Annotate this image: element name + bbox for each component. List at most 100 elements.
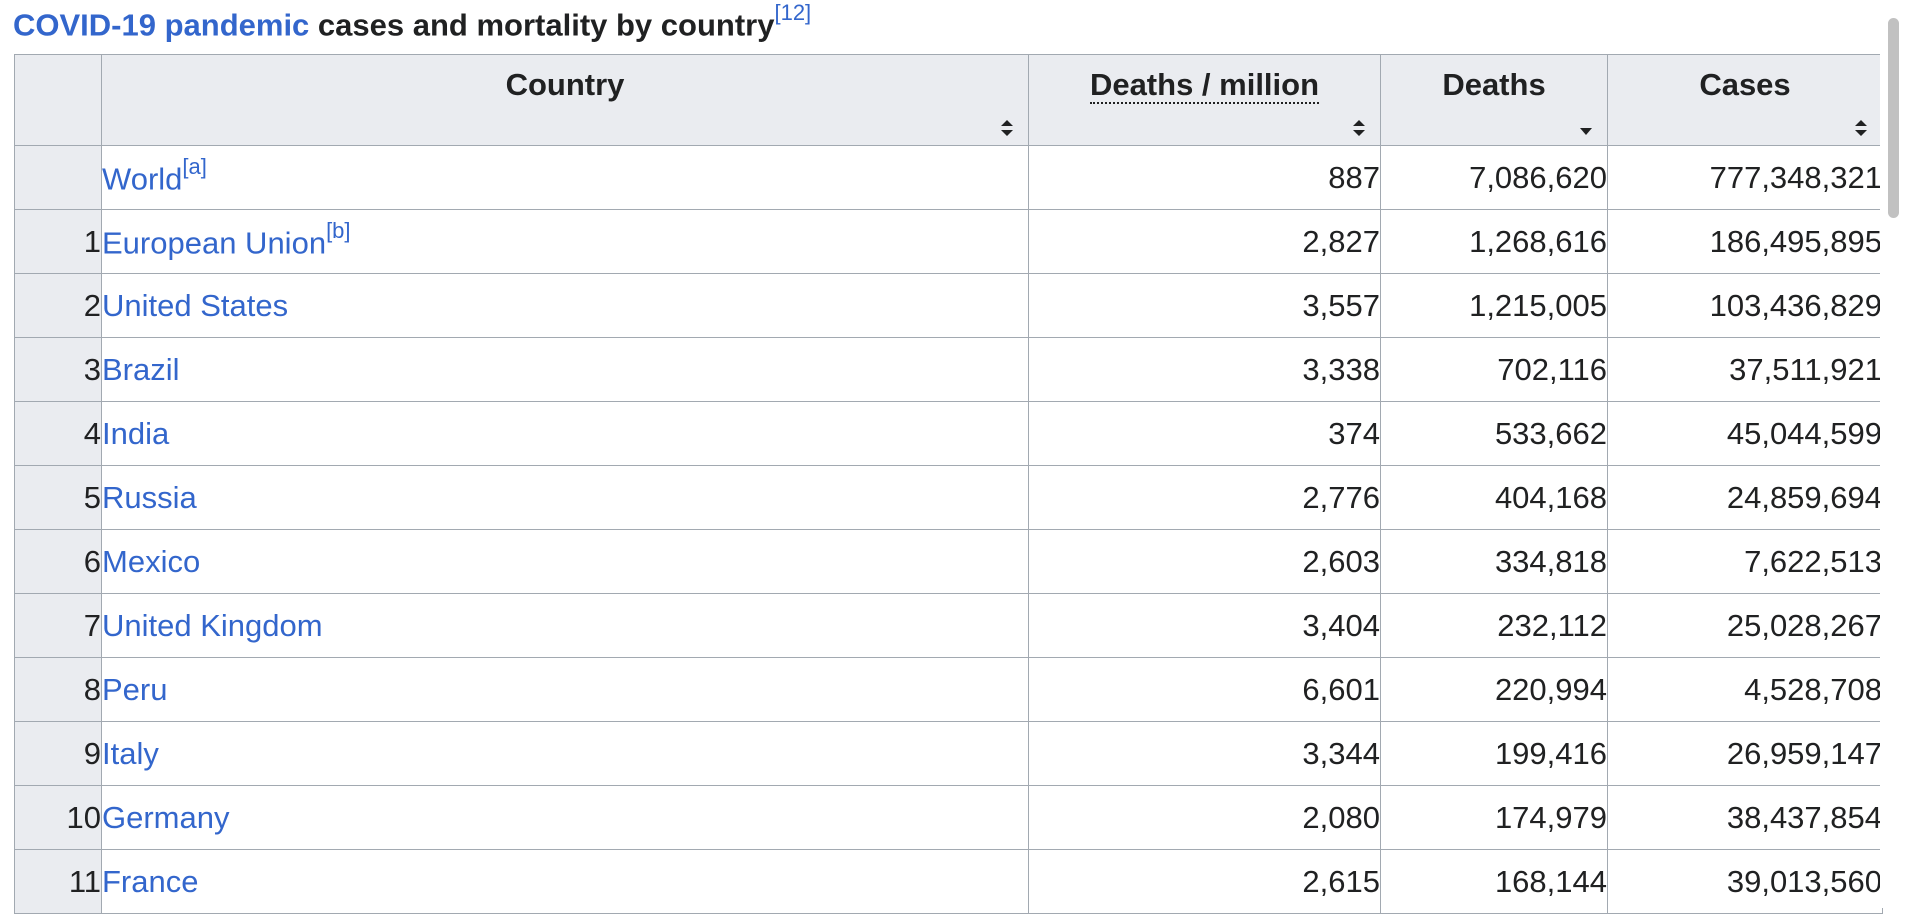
table-row: 8 Peru 6,601 220,994 4,528,708 [14, 657, 1883, 722]
deaths-per-million-cell: 3,338 [1028, 337, 1381, 402]
cases-cell: 24,859,694 [1607, 465, 1883, 530]
cases-cell: 7,622,513 [1607, 529, 1883, 594]
table-row: 2 United States 3,557 1,215,005 103,436,829 [14, 273, 1883, 338]
deaths-per-million-cell: 2,615 [1028, 849, 1381, 914]
table-row: 9 Italy 3,344 199,416 26,959,147 [14, 721, 1883, 786]
country-cell: European Union[b] [101, 209, 1029, 274]
footnote-link[interactable]: [b] [326, 217, 351, 243]
table-row: 7 United Kingdom 3,404 232,112 25,028,267 [14, 593, 1883, 658]
deaths-per-million-cell: 2,776 [1028, 465, 1381, 530]
country-header-label: Country [505, 67, 625, 102]
covid-table: Country Deaths / million Deaths Cases [14, 54, 1883, 914]
deaths-per-million-cell: 2,603 [1028, 529, 1381, 594]
cases-cell: 186,495,895 [1607, 209, 1883, 274]
rank-cell: 11 [14, 849, 102, 914]
cases-cell: 103,436,829 [1607, 273, 1883, 338]
country-cell: Germany [101, 785, 1029, 850]
footnote-link[interactable]: [a] [182, 153, 207, 179]
caption-link[interactable]: COVID-19 pandemic [13, 7, 310, 43]
table-body: World[a] 887 7,086,620 777,348,321 1 European… [14, 145, 1883, 914]
deaths-per-million-cell: 3,557 [1028, 273, 1381, 338]
deaths-cell: 1,268,616 [1380, 209, 1608, 274]
deaths-cell: 404,168 [1380, 465, 1608, 530]
rank-cell: 10 [14, 785, 102, 850]
country-link[interactable]: United States [102, 287, 289, 323]
table-row: 6 Mexico 2,603 334,818 7,622,513 [14, 529, 1883, 594]
deaths-per-million-header[interactable]: Deaths / million [1028, 54, 1381, 146]
sort-desc-icon[interactable] [1579, 119, 1593, 137]
cases-cell: 38,437,854 [1607, 785, 1883, 850]
table-caption: COVID-19 pandemic cases and mortality by… [13, 0, 811, 43]
deaths-per-million-cell: 2,827 [1028, 209, 1381, 274]
country-cell: Italy [101, 721, 1029, 786]
rank-cell: 1 [14, 209, 102, 274]
deaths-header[interactable]: Deaths [1380, 54, 1608, 146]
deaths-cell: 199,416 [1380, 721, 1608, 786]
cases-cell: 4,528,708 [1607, 657, 1883, 722]
country-link[interactable]: Peru [102, 671, 168, 707]
cases-header[interactable]: Cases [1607, 54, 1883, 146]
scrollbar[interactable] [1880, 0, 1908, 908]
scrollbar-thumb[interactable] [1888, 18, 1899, 218]
deaths-per-million-cell: 374 [1028, 401, 1381, 466]
rank-cell: 9 [14, 721, 102, 786]
country-link[interactable]: Brazil [102, 351, 180, 387]
deaths-per-million-cell: 2,080 [1028, 785, 1381, 850]
deaths-per-million-cell: 3,404 [1028, 593, 1381, 658]
country-cell: United Kingdom [101, 593, 1029, 658]
table-row: World[a] 887 7,086,620 777,348,321 [14, 145, 1883, 210]
deaths-cell: 334,818 [1380, 529, 1608, 594]
country-link[interactable]: United Kingdom [102, 607, 323, 643]
deaths-per-million-header-label: Deaths / million [1089, 67, 1320, 104]
country-link[interactable]: Italy [102, 735, 159, 771]
table-row: 3 Brazil 3,338 702,116 37,511,921 [14, 337, 1883, 402]
deaths-cell: 533,662 [1380, 401, 1608, 466]
country-link[interactable]: European Union [102, 225, 327, 261]
rank-cell: 4 [14, 401, 102, 466]
rank-cell: 2 [14, 273, 102, 338]
country-link[interactable]: Germany [102, 799, 230, 835]
deaths-per-million-cell: 887 [1028, 145, 1381, 210]
country-cell: India [101, 401, 1029, 466]
cases-header-label: Cases [1699, 67, 1791, 102]
table-row: 5 Russia 2,776 404,168 24,859,694 [14, 465, 1883, 530]
table-row: 10 Germany 2,080 174,979 38,437,854 [14, 785, 1883, 850]
cases-cell: 26,959,147 [1607, 721, 1883, 786]
deaths-cell: 1,215,005 [1380, 273, 1608, 338]
table-row: 11 France 2,615 168,144 39,013,560 [14, 849, 1883, 914]
rank-cell: 5 [14, 465, 102, 530]
country-link[interactable]: Mexico [102, 543, 201, 579]
cases-cell: 39,013,560 [1607, 849, 1883, 914]
rank-cell: 7 [14, 593, 102, 658]
country-link[interactable]: World [102, 161, 183, 197]
deaths-cell: 702,116 [1380, 337, 1608, 402]
rank-header [14, 54, 102, 146]
deaths-per-million-cell: 3,344 [1028, 721, 1381, 786]
country-header[interactable]: Country [101, 54, 1029, 146]
table-row: 4 India 374 533,662 45,044,599 [14, 401, 1883, 466]
sort-arrows-icon[interactable] [1854, 119, 1868, 137]
deaths-cell: 232,112 [1380, 593, 1608, 658]
deaths-header-label: Deaths [1442, 67, 1546, 102]
country-cell: United States [101, 273, 1029, 338]
country-cell: Brazil [101, 337, 1029, 402]
rank-cell [14, 145, 102, 210]
country-link[interactable]: India [102, 415, 170, 451]
rank-cell: 6 [14, 529, 102, 594]
country-cell: Mexico [101, 529, 1029, 594]
country-link[interactable]: Russia [102, 479, 197, 515]
deaths-cell: 7,086,620 [1380, 145, 1608, 210]
cases-cell: 25,028,267 [1607, 593, 1883, 658]
caption-text: cases and mortality by country [309, 7, 775, 43]
sort-arrows-icon[interactable] [1000, 119, 1014, 137]
table-row: 1 European Union[b] 2,827 1,268,616 186,495,… [14, 209, 1883, 274]
country-link[interactable]: France [102, 863, 199, 899]
country-cell: World[a] [101, 145, 1029, 210]
deaths-per-million-cell: 6,601 [1028, 657, 1381, 722]
rank-cell: 3 [14, 337, 102, 402]
deaths-cell: 168,144 [1380, 849, 1608, 914]
country-cell: France [101, 849, 1029, 914]
sort-arrows-icon[interactable] [1352, 119, 1366, 137]
cases-cell: 777,348,321 [1607, 145, 1883, 210]
caption-ref-link[interactable]: [12] [774, 0, 812, 25]
